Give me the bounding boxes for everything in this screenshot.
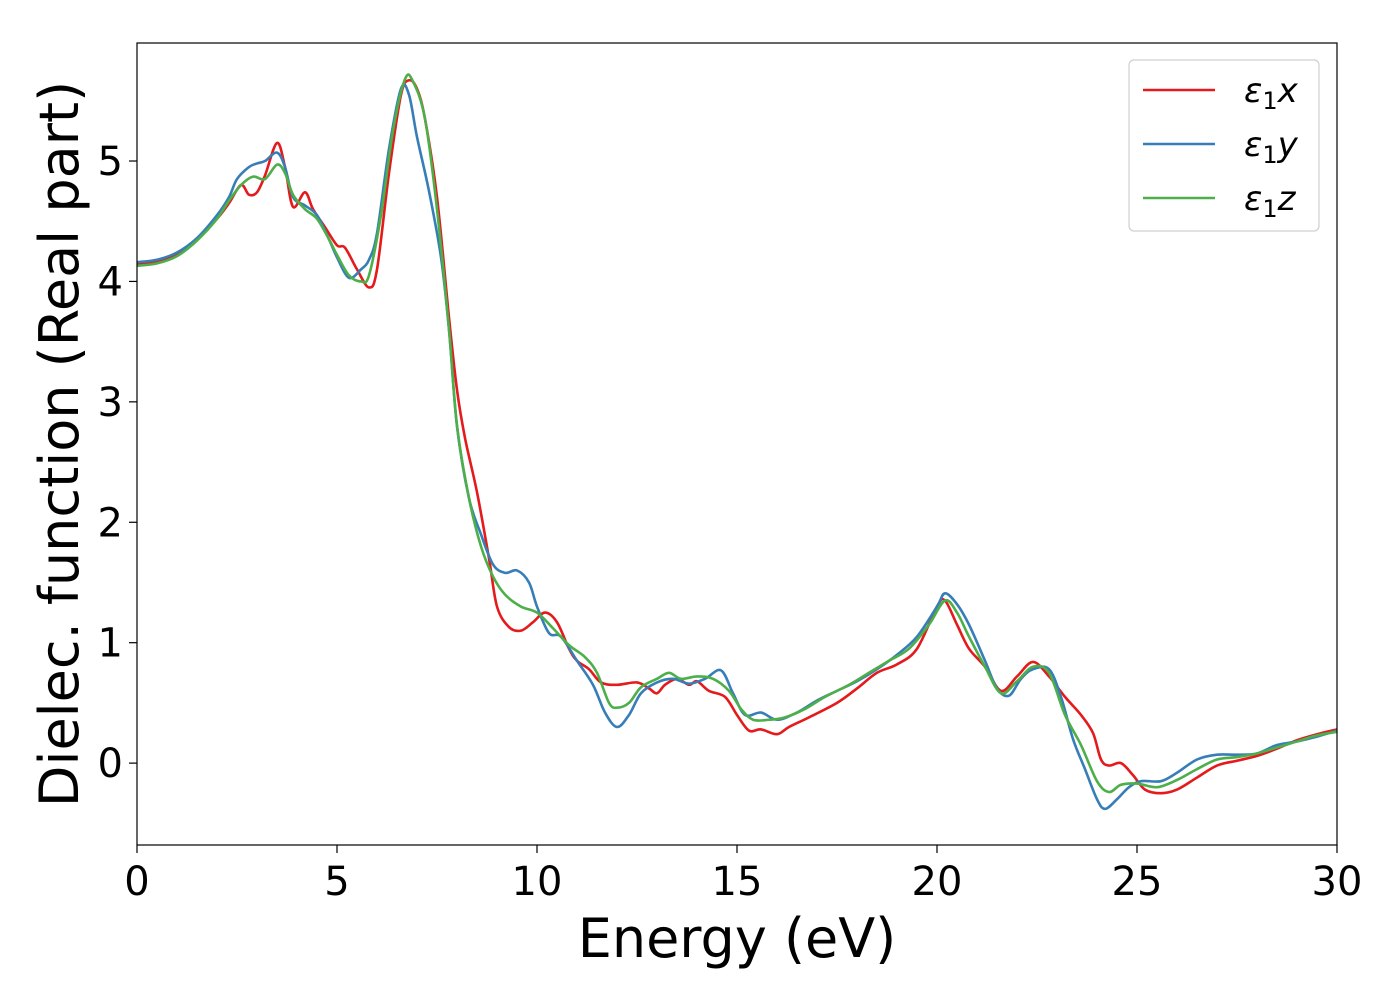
series-line-x [137,78,1337,795]
y-tick-label: 5 [98,139,123,185]
legend-item-y: ε1y [1143,125,1299,169]
x-tick-label: 25 [1112,859,1163,905]
y-axis-title: Dielec. function (Real part) [28,81,91,807]
x-tick-label: 5 [324,859,349,905]
x-tick-label: 15 [712,859,763,905]
legend-box [1128,59,1320,232]
legend-label: ε1z [1244,179,1297,223]
y-tick-label: 0 [98,741,123,787]
y-tick-label: 4 [98,259,123,305]
series-line-z [137,73,1337,794]
legend-label: ε1x [1244,71,1299,115]
x-tick-label: 20 [912,859,963,905]
ticks-layer: 0 5 10 15 20 25 30 0 1 2 3 4 5 [98,139,1363,905]
x-axis-title: Energy (eV) [578,907,897,970]
x-tick-label: 30 [1312,859,1363,905]
legend: ε1x ε1y ε1z [1128,59,1320,232]
legend-label: ε1y [1244,125,1299,169]
y-tick-label: 1 [98,621,123,667]
y-tick-label: 2 [98,500,123,546]
labels-layer: Energy (eV) Dielec. function (Real part) [28,81,896,970]
x-tick-label: 10 [512,859,563,905]
legend-item-x: ε1x [1143,71,1299,115]
series-layer [137,73,1337,811]
legend-item-z: ε1z [1143,179,1297,223]
y-tick-label: 3 [98,380,123,426]
x-tick-label: 0 [124,859,149,905]
